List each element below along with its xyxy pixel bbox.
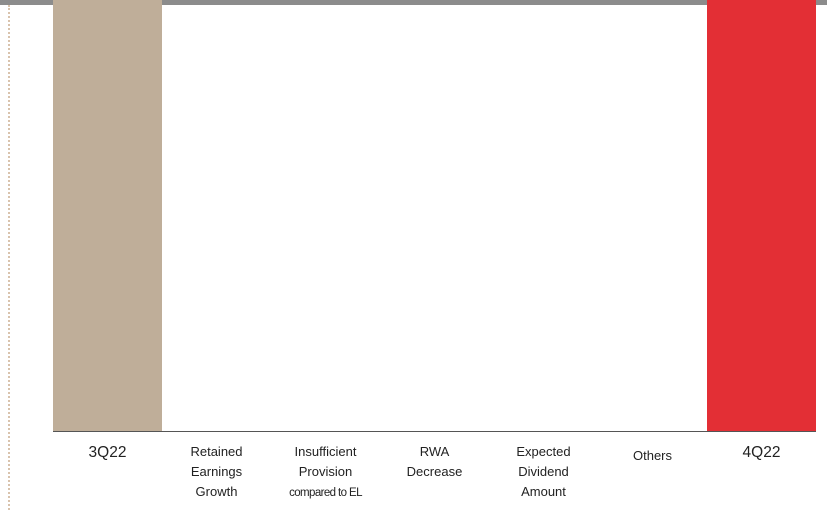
category-label-6: 4Q22 bbox=[743, 444, 781, 461]
left-dotted-rule bbox=[8, 5, 10, 510]
bar-0 bbox=[53, 0, 162, 431]
category-label-3: RWA Decrease bbox=[407, 444, 463, 479]
top-rule bbox=[0, 0, 827, 5]
category-label-1: Retained Earnings Growth bbox=[190, 444, 242, 499]
category-label-5: Others bbox=[633, 448, 673, 463]
category-label-0: 3Q22 bbox=[89, 444, 127, 461]
category-label-4: Expected Dividend Amount bbox=[516, 444, 570, 499]
bar-6 bbox=[707, 0, 816, 431]
category-label-2: Insufficient Provision compared to EL bbox=[289, 444, 363, 499]
